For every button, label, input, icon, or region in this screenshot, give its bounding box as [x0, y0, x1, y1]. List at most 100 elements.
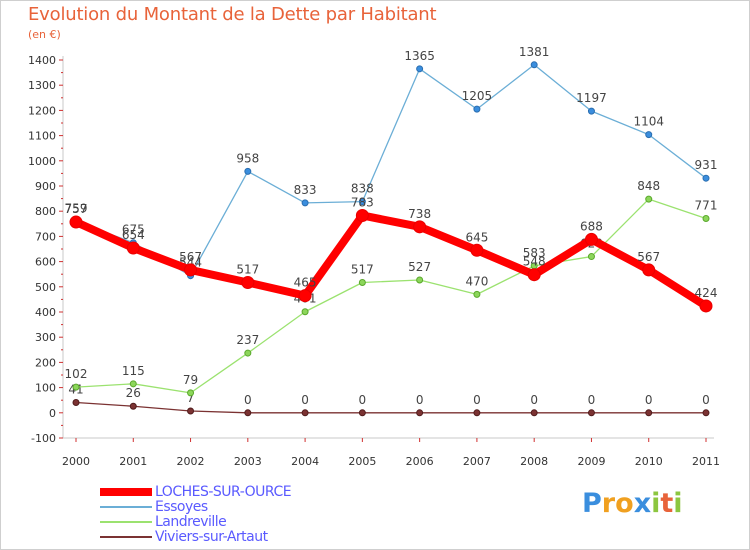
data-point [587, 253, 595, 261]
data-label: 0 [588, 393, 596, 407]
legend-label: LOCHES-SUR-OURCE [155, 484, 292, 500]
data-label: 838 [351, 182, 374, 196]
proxiti-logo: Proxiti [582, 488, 683, 519]
data-label: 527 [408, 260, 431, 274]
data-point [699, 299, 713, 313]
data-label: 0 [530, 393, 538, 407]
data-label: 958 [236, 151, 259, 165]
data-label: 771 [695, 199, 718, 213]
y-tick-label: 1000 [28, 155, 56, 168]
data-point [126, 241, 140, 255]
x-tick-label: 2004 [291, 455, 319, 468]
data-point [187, 389, 195, 397]
data-label: 470 [465, 274, 488, 288]
data-point [527, 268, 541, 282]
data-label: 79 [183, 373, 198, 387]
data-label: 0 [645, 393, 653, 407]
x-tick-label: 2002 [177, 455, 205, 468]
y-tick-label: 600 [35, 256, 56, 269]
legend-swatch [100, 521, 152, 523]
x-tick-label: 2011 [692, 455, 720, 468]
y-tick-label: 1200 [28, 104, 56, 117]
y-tick-label: 400 [35, 306, 56, 319]
data-point [473, 105, 481, 113]
data-label: 115 [122, 364, 145, 378]
data-point [473, 290, 481, 298]
data-point [416, 276, 424, 284]
data-point [187, 407, 195, 415]
data-label: 783 [351, 195, 374, 209]
data-point [645, 409, 653, 417]
logo-letter: P [582, 488, 602, 519]
data-point [473, 409, 481, 417]
legend-label: Essoyes [155, 499, 208, 515]
x-tick-label: 2009 [577, 455, 605, 468]
data-label: 675 [122, 223, 145, 237]
series-2: 10211579237401517527470583620848771 [65, 179, 718, 397]
data-point [358, 198, 366, 206]
logo-letter: i [673, 488, 683, 519]
data-point [587, 409, 595, 417]
legend-item: Viviers-sur-Artaut [100, 529, 360, 545]
data-point [645, 195, 653, 203]
x-axis: 2000 2001 2002 2003 2004 2005 2006 2007 2008 2009… [62, 437, 720, 468]
logo-letter: x [633, 488, 652, 519]
data-point [301, 409, 309, 417]
data-label: 0 [702, 393, 710, 407]
data-label: 1197 [576, 91, 607, 105]
logo-letter: o [615, 488, 634, 519]
y-tick-label: 1300 [28, 79, 56, 92]
legend-label: Viviers-sur-Artaut [155, 529, 268, 545]
data-point [72, 383, 80, 391]
legend-item: Landreville [100, 514, 360, 530]
data-point [530, 61, 538, 69]
data-point [358, 409, 366, 417]
y-axis: -100 0 100 200 300 400 500 600 700 800 900 1000 1100… [28, 54, 64, 445]
data-point [587, 107, 595, 115]
data-label: 654 [122, 228, 145, 242]
logo-letter: t [660, 488, 674, 519]
x-tick-label: 2010 [635, 455, 663, 468]
data-label: 1381 [519, 45, 550, 59]
data-point [244, 167, 252, 175]
data-point [355, 208, 369, 222]
data-label: 465 [294, 276, 317, 290]
data-label: 738 [408, 207, 431, 221]
data-label: 848 [637, 179, 660, 193]
data-label: 833 [294, 183, 317, 197]
data-label: 645 [465, 230, 488, 244]
data-point [702, 409, 710, 417]
logo-letter: r [601, 488, 616, 519]
y-tick-label: 100 [35, 382, 56, 395]
data-point [702, 174, 710, 182]
data-point [301, 308, 309, 316]
series-line [72, 211, 710, 310]
series-3: 41267000000000 [68, 382, 710, 417]
series-line [75, 198, 707, 394]
data-point [129, 402, 137, 410]
data-point [184, 263, 198, 277]
x-tick-label: 2000 [62, 455, 90, 468]
data-label: 0 [473, 393, 481, 407]
data-label: 688 [580, 219, 603, 233]
data-label: 1205 [462, 89, 493, 103]
data-point [358, 279, 366, 287]
series-line [75, 401, 707, 414]
data-point [129, 380, 137, 388]
x-tick-label: 2001 [119, 455, 147, 468]
data-label: 931 [695, 158, 718, 172]
legend-swatch [100, 488, 152, 496]
data-point [244, 409, 252, 417]
data-label: 102 [65, 367, 88, 381]
unit-label: (en €) [28, 28, 61, 41]
y-tick-label: 500 [35, 281, 56, 294]
data-label: 424 [695, 286, 718, 300]
data-point [244, 349, 252, 357]
data-label: 1365 [404, 49, 435, 63]
y-tick-label: 700 [35, 230, 56, 243]
data-label: 0 [416, 393, 424, 407]
data-point [69, 215, 83, 229]
data-label: 567 [179, 250, 202, 264]
